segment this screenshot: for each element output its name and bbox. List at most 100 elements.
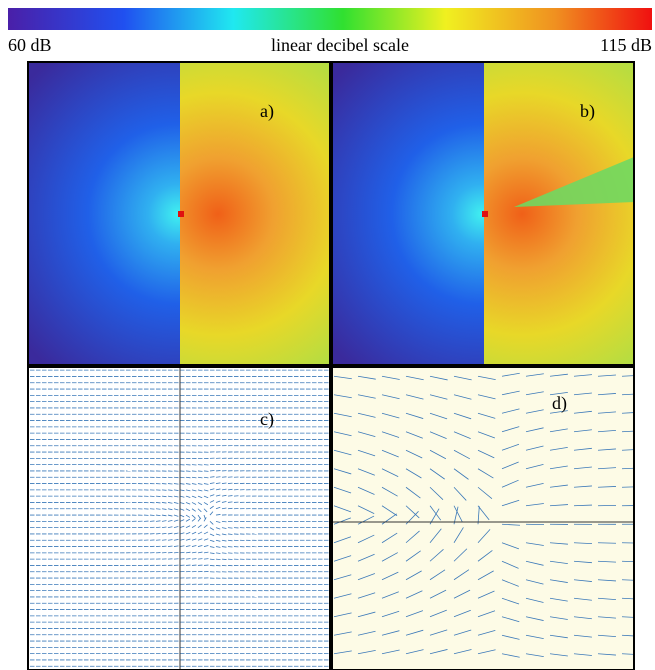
vector	[333, 650, 352, 655]
panel-a: a)	[27, 61, 331, 366]
vector	[215, 514, 221, 516]
vector	[573, 542, 592, 544]
vector	[185, 495, 191, 498]
vector	[621, 653, 634, 655]
vector	[453, 505, 463, 522]
vector	[333, 517, 351, 525]
vector	[453, 431, 471, 440]
vector	[333, 394, 352, 399]
vector	[525, 542, 544, 546]
vector	[477, 550, 493, 562]
vector	[173, 532, 179, 535]
vector	[621, 375, 634, 377]
vector	[203, 551, 209, 554]
vector	[501, 523, 520, 526]
vector	[525, 597, 544, 603]
vector	[227, 501, 233, 503]
vector	[429, 505, 442, 521]
vector	[167, 508, 173, 511]
vector	[155, 526, 161, 529]
panel-d: d)	[331, 366, 635, 670]
vector	[453, 412, 472, 420]
vector	[203, 524, 208, 528]
vector	[381, 449, 399, 458]
vector	[357, 515, 375, 525]
vector	[191, 495, 197, 499]
vector	[221, 501, 227, 503]
vector	[621, 393, 634, 396]
vector	[179, 495, 185, 498]
vector	[357, 412, 376, 418]
vector	[203, 476, 209, 479]
vector	[209, 500, 215, 503]
vector	[477, 610, 496, 618]
vector	[477, 506, 480, 525]
vector	[197, 531, 203, 535]
vector	[185, 514, 191, 518]
vector	[357, 449, 376, 457]
vector	[405, 610, 424, 618]
vector	[185, 538, 191, 541]
vector	[429, 375, 448, 381]
panel-label: a)	[260, 101, 274, 122]
vector	[429, 449, 447, 460]
vector	[191, 545, 197, 547]
vector	[525, 653, 544, 658]
vector	[357, 375, 376, 380]
vector	[405, 505, 420, 519]
vector	[191, 508, 196, 512]
vector	[477, 649, 496, 655]
vector	[191, 518, 196, 522]
vector	[203, 483, 209, 485]
vector	[549, 560, 568, 565]
vector	[477, 394, 496, 400]
vector	[209, 546, 215, 548]
vector	[597, 411, 616, 414]
vector	[209, 482, 215, 484]
vector	[179, 538, 185, 541]
vector	[405, 468, 422, 479]
colorbar-min: 60 dB	[8, 35, 52, 55]
vector	[191, 538, 197, 541]
vector	[333, 449, 352, 456]
vector	[621, 560, 634, 563]
vector	[597, 467, 616, 470]
vector	[453, 629, 472, 636]
vector	[573, 504, 593, 507]
vector	[203, 558, 209, 560]
vector	[501, 390, 520, 396]
vector	[333, 412, 352, 418]
vector	[221, 539, 227, 542]
vector	[185, 551, 191, 554]
vector	[405, 394, 424, 400]
vector	[597, 560, 616, 563]
vector	[501, 653, 520, 658]
vector	[405, 629, 424, 636]
vector	[381, 431, 400, 438]
vector	[185, 525, 191, 529]
vector	[381, 630, 400, 636]
vector	[501, 560, 519, 569]
vector	[429, 431, 447, 440]
vector	[191, 476, 197, 479]
vector	[573, 392, 592, 396]
vector	[221, 552, 227, 554]
vector	[381, 375, 400, 380]
vector	[429, 629, 448, 636]
vector	[167, 545, 173, 547]
vector	[597, 579, 616, 582]
vector	[597, 653, 616, 656]
vector	[173, 502, 179, 504]
vector	[597, 634, 616, 638]
colorbar-max: 115 dB	[600, 35, 652, 55]
vector	[215, 476, 221, 478]
panel-b: b)	[331, 61, 635, 366]
vector	[525, 391, 544, 396]
vector	[167, 514, 173, 517]
vector	[185, 476, 191, 479]
vector	[167, 489, 173, 491]
vector	[215, 500, 221, 503]
vector	[477, 529, 491, 544]
vector	[155, 520, 161, 522]
vector	[525, 409, 544, 414]
